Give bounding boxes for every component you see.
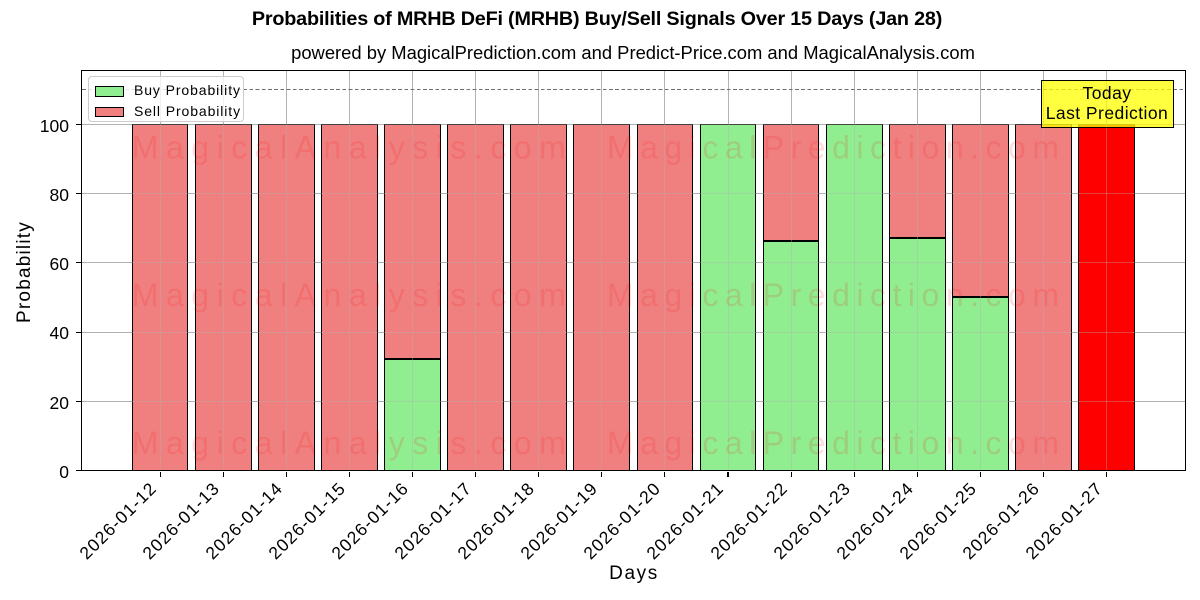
svg-text:MagicalPrediction.com: MagicalPrediction.com [607, 425, 1059, 461]
svg-text:MagicalAnalysis.com: MagicalAnalysis.com [132, 129, 566, 165]
svg-text:MagicalAnalysis.com: MagicalAnalysis.com [132, 277, 566, 313]
svg-text:MagicalPrediction.com: MagicalPrediction.com [607, 277, 1059, 313]
svg-text:MagicalPrediction.com: MagicalPrediction.com [607, 129, 1059, 165]
svg-text:MagicalAnalysis.com: MagicalAnalysis.com [132, 425, 566, 461]
